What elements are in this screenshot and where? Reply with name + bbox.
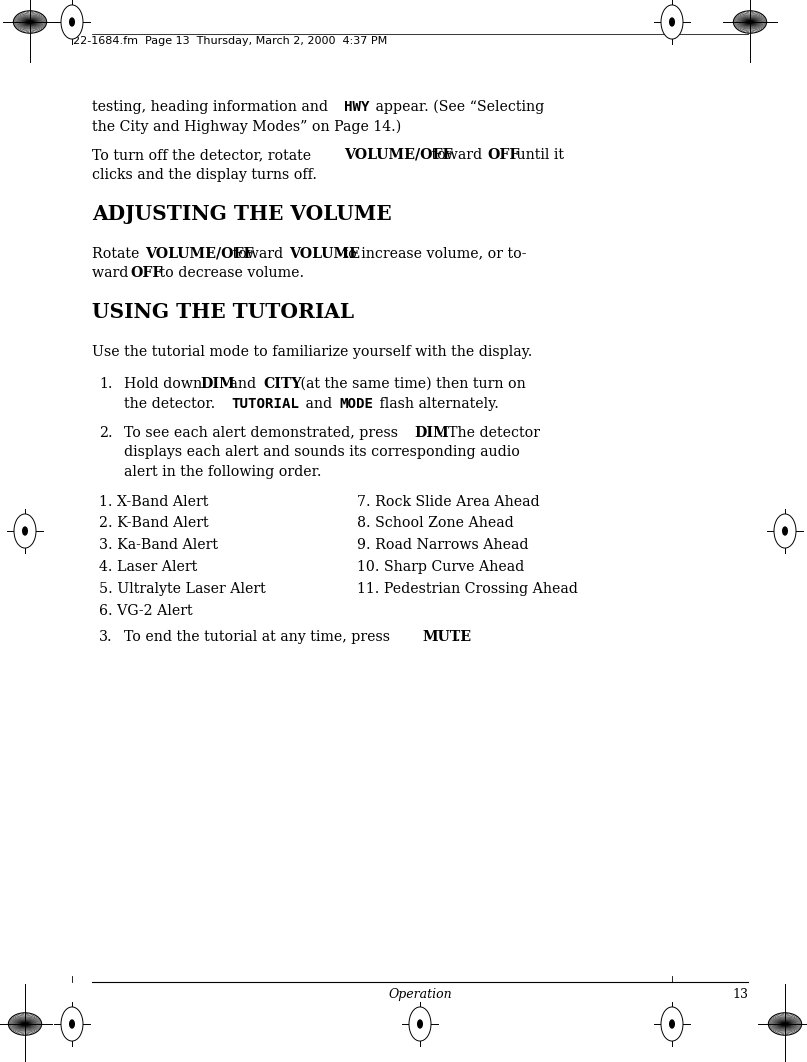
Text: 1. X-Band Alert: 1. X-Band Alert [99,495,208,509]
Ellipse shape [774,514,796,548]
Text: flash alternately.: flash alternately. [374,396,499,411]
Text: HWY: HWY [345,100,370,114]
Ellipse shape [661,5,683,39]
Text: 4. Laser Alert: 4. Laser Alert [99,560,197,573]
Text: clicks and the display turns off.: clicks and the display turns off. [92,168,317,182]
Ellipse shape [417,1020,423,1029]
Text: 3.: 3. [99,631,113,645]
Text: VOLUME/OFF: VOLUME/OFF [145,246,254,260]
Text: ADJUSTING THE VOLUME: ADJUSTING THE VOLUME [92,204,391,223]
Ellipse shape [14,514,36,548]
Text: To end the tutorial at any time, press: To end the tutorial at any time, press [124,631,395,645]
Text: and: and [301,396,337,411]
Text: Hold down: Hold down [124,377,207,391]
Text: alert in the following order.: alert in the following order. [124,464,321,479]
Text: Use the tutorial mode to familiarize yourself with the display.: Use the tutorial mode to familiarize you… [92,345,533,359]
Text: toward: toward [427,148,487,162]
Text: USING THE TUTORIAL: USING THE TUTORIAL [92,302,354,322]
Text: 2.: 2. [99,426,113,440]
Text: and: and [225,377,261,391]
Text: . The detector: . The detector [439,426,541,440]
Text: until it: until it [512,148,564,162]
Text: DIM: DIM [200,377,236,391]
Ellipse shape [782,527,788,535]
Text: appear. (See “Selecting: appear. (See “Selecting [370,100,544,115]
Text: 6. VG-2 Alert: 6. VG-2 Alert [99,603,193,617]
Text: the detector.: the detector. [124,396,220,411]
Ellipse shape [69,17,75,27]
Text: MODE: MODE [340,396,374,411]
Text: MUTE: MUTE [422,631,471,645]
Ellipse shape [69,1020,75,1029]
Text: 10. Sharp Curve Ahead: 10. Sharp Curve Ahead [357,560,525,573]
Text: 1.: 1. [99,377,112,391]
Text: 2. K-Band Alert: 2. K-Band Alert [99,516,209,530]
Ellipse shape [61,5,83,39]
Text: .: . [455,631,460,645]
Text: to decrease volume.: to decrease volume. [155,266,304,280]
Ellipse shape [669,17,675,27]
Ellipse shape [409,1007,431,1041]
Text: VOLUME/OFF: VOLUME/OFF [345,148,453,162]
Text: VOLUME: VOLUME [289,246,360,260]
Text: 11. Pedestrian Crossing Ahead: 11. Pedestrian Crossing Ahead [357,582,578,596]
Text: toward: toward [228,246,287,260]
Text: to increase volume, or to-: to increase volume, or to- [338,246,527,260]
Ellipse shape [22,527,28,535]
Text: To turn off the detector, rotate: To turn off the detector, rotate [92,148,316,162]
Text: Rotate: Rotate [92,246,144,260]
Text: 13: 13 [732,988,748,1001]
Text: OFF: OFF [130,266,163,280]
Ellipse shape [661,1007,683,1041]
Ellipse shape [61,1007,83,1041]
Text: 9. Road Narrows Ahead: 9. Road Narrows Ahead [357,538,529,552]
Text: the City and Highway Modes” on Page 14.): the City and Highway Modes” on Page 14.) [92,120,401,134]
Ellipse shape [669,1020,675,1029]
Text: CITY: CITY [263,377,302,391]
Text: To see each alert demonstrated, press: To see each alert demonstrated, press [124,426,403,440]
Text: 7. Rock Slide Area Ahead: 7. Rock Slide Area Ahead [357,495,540,509]
Text: OFF: OFF [487,148,521,162]
Text: testing, heading information and: testing, heading information and [92,100,332,114]
Text: 5. Ultralyte Laser Alert: 5. Ultralyte Laser Alert [99,582,266,596]
Text: DIM: DIM [415,426,449,440]
Text: (at the same time) then turn on: (at the same time) then turn on [296,377,526,391]
Text: TUTORIAL: TUTORIAL [231,396,299,411]
Text: 8. School Zone Ahead: 8. School Zone Ahead [357,516,514,530]
Text: ward: ward [92,266,133,280]
Text: 3. Ka-Band Alert: 3. Ka-Band Alert [99,538,218,552]
Text: 22-1684.fm  Page 13  Thursday, March 2, 2000  4:37 PM: 22-1684.fm Page 13 Thursday, March 2, 20… [73,36,387,46]
Text: Operation: Operation [388,988,452,1001]
Text: displays each alert and sounds its corresponding audio: displays each alert and sounds its corre… [124,445,520,459]
